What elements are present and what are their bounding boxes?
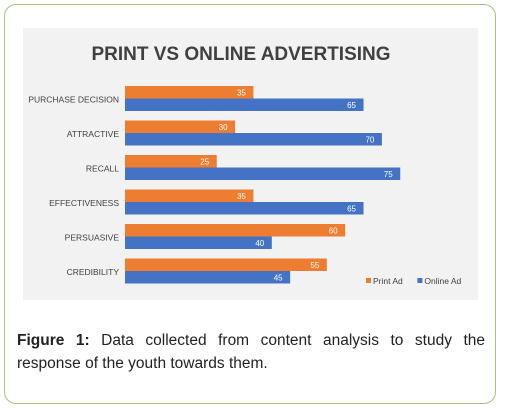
chart-title: PRINT VS ONLINE ADVERTISING: [91, 44, 390, 65]
category-label-purchase-decision: PURCHASE DECISION: [28, 95, 119, 105]
bar-print-ad-recall: [125, 155, 217, 168]
legend-swatch-print-ad: [366, 278, 371, 283]
bar-print-ad-attractive: [125, 120, 236, 133]
category-label-attractive: ATTRACTIVE: [67, 129, 120, 139]
data-label-online-ad-recall: 75: [384, 170, 393, 179]
bar-group: PURCHASE DECISION 35 65 ATTRACTIVE 30 70 RECAL…: [28, 86, 401, 284]
figure-caption: Figure 1: Data collected from content an…: [17, 329, 485, 375]
data-label-print-ad-persuasive: 60: [329, 226, 338, 235]
bar-online-ad-recall: [125, 167, 401, 180]
legend-swatch-online-ad: [417, 278, 423, 283]
data-label-online-ad-credibility: 45: [274, 273, 283, 282]
caption-text: Data collected from content analysis to …: [17, 332, 485, 372]
category-label-recall: RECALL: [86, 164, 119, 174]
bar-online-ad-purchase-decision: [125, 98, 364, 111]
data-label-print-ad-credibility: 55: [310, 261, 319, 270]
data-label-print-ad-attractive: 30: [219, 123, 228, 132]
bar-print-ad-effectiveness: [125, 189, 254, 202]
chart-panel: PRINT VS ONLINE ADVERTISING PURCHASE DEC…: [23, 28, 478, 300]
legend-label-online-ad: Online Ad: [424, 276, 461, 286]
chart-svg: PRINT VS ONLINE ADVERTISING PURCHASE DEC…: [28, 44, 462, 286]
bar-print-ad-persuasive: [125, 224, 346, 237]
legend-label-print-ad: Print Ad: [373, 276, 403, 286]
bar-print-ad-credibility: [125, 258, 327, 271]
data-label-online-ad-purchase-decision: 65: [347, 101, 356, 110]
bar-print-ad-purchase-decision: [125, 86, 254, 99]
bar-online-ad-credibility: [125, 271, 291, 284]
data-label-print-ad-recall: 25: [200, 157, 209, 166]
category-label-persuasive: PERSUASIVE: [65, 233, 120, 243]
data-label-online-ad-persuasive: 40: [255, 239, 264, 248]
category-label-effectiveness: EFFECTIVENESS: [49, 198, 119, 208]
category-label-credibility: CREDIBILITY: [67, 267, 120, 277]
data-label-online-ad-effectiveness: 65: [347, 204, 356, 213]
data-label-print-ad-purchase-decision: 35: [237, 88, 246, 97]
data-label-online-ad-attractive: 70: [365, 135, 374, 144]
legend: Print Ad Online Ad: [366, 276, 462, 286]
caption-label: Figure 1:: [17, 332, 90, 349]
bar-online-ad-effectiveness: [125, 202, 364, 215]
data-label-print-ad-effectiveness: 35: [237, 192, 246, 201]
bar-online-ad-persuasive: [125, 236, 272, 249]
bar-online-ad-attractive: [125, 133, 382, 146]
